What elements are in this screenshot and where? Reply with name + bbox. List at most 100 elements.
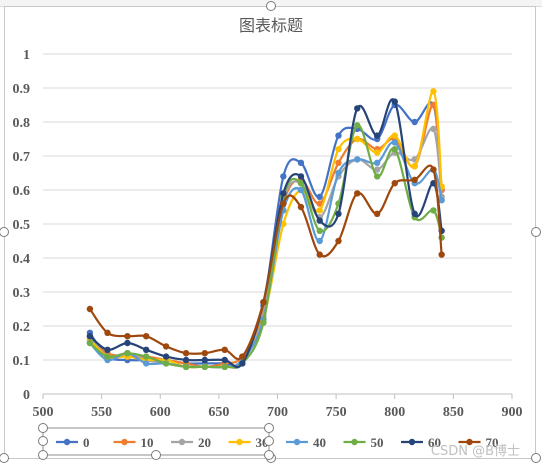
series-30 <box>86 88 445 370</box>
data-point <box>142 346 150 353</box>
data-point <box>260 319 267 326</box>
legend-marker <box>351 438 358 446</box>
chart-frame[interactable] <box>4 6 536 459</box>
legend-label: 70 <box>486 435 499 450</box>
legend-resize-handle[interactable] <box>264 450 274 460</box>
legend-label: 50 <box>371 435 384 450</box>
data-point <box>280 200 287 207</box>
x-tick-label: 500 <box>33 405 54 420</box>
legend[interactable]: 0 10 20 30 40 50 60 70 <box>42 427 499 456</box>
legend-item-60[interactable]: 60 <box>401 435 441 450</box>
data-point <box>430 88 437 95</box>
data-point <box>354 156 361 163</box>
data-point <box>201 356 209 364</box>
x-axis-ticks: 500 550 600 650 700 750 800 850 900 <box>33 405 523 420</box>
chart-resize-handle[interactable] <box>0 453 9 463</box>
legend-label: 40 <box>313 435 326 450</box>
data-point <box>430 101 437 109</box>
data-point <box>104 353 111 360</box>
legend-item-30[interactable]: 30 <box>228 435 269 450</box>
y-tick-label: 0.2 <box>13 320 31 335</box>
chart-resize-handle[interactable] <box>531 227 541 237</box>
chart-resize-handle[interactable] <box>266 1 276 11</box>
series-70 <box>86 164 445 361</box>
legend-item-20[interactable]: 20 <box>171 435 211 450</box>
series-line <box>88 164 443 361</box>
data-point <box>316 227 323 234</box>
legend-label: 0 <box>83 435 90 450</box>
data-point <box>391 98 398 105</box>
data-point <box>142 333 150 340</box>
y-tick-label: 0.4 <box>13 252 31 267</box>
legend-item-10[interactable]: 10 <box>113 435 154 450</box>
data-point <box>124 350 131 357</box>
data-point <box>391 146 398 153</box>
data-point <box>335 237 342 245</box>
legend-label: 60 <box>428 435 441 450</box>
legend-marker <box>63 438 71 446</box>
data-point <box>411 118 418 126</box>
data-point <box>297 180 305 187</box>
data-point <box>411 210 418 217</box>
data-point <box>86 305 94 313</box>
data-point <box>335 210 342 217</box>
data-point <box>430 125 437 132</box>
legend-resize-handle[interactable] <box>38 436 48 446</box>
y-tick-label: 0.7 <box>13 150 31 165</box>
data-point <box>391 180 398 187</box>
data-point <box>201 363 209 370</box>
data-point <box>124 333 131 340</box>
data-point <box>335 169 342 177</box>
legend-resize-handle[interactable] <box>264 423 274 433</box>
legend-item-40[interactable]: 40 <box>286 435 326 450</box>
x-tick-label: 850 <box>443 405 464 420</box>
data-point <box>182 350 190 357</box>
legend-resize-handle[interactable] <box>38 450 48 460</box>
data-point <box>354 190 361 197</box>
x-tick-label: 800 <box>384 405 405 420</box>
legend-resize-handle[interactable] <box>38 423 48 433</box>
data-point <box>411 176 418 183</box>
data-point <box>354 122 361 129</box>
data-point <box>391 132 398 139</box>
y-tick-label: 0.1 <box>13 354 31 369</box>
data-point <box>438 197 445 204</box>
data-point <box>354 105 361 112</box>
legend-item-70[interactable]: 70 <box>458 435 499 450</box>
data-point <box>221 363 228 370</box>
x-tick-label: 750 <box>326 405 347 420</box>
data-point <box>239 353 246 360</box>
data-point <box>86 333 94 340</box>
data-point <box>221 346 228 353</box>
data-point <box>391 139 398 146</box>
data-point <box>411 163 418 170</box>
chart-resize-handle[interactable] <box>531 453 541 463</box>
y-axis-ticks: 0 0.1 0.2 0.3 0.4 0.5 0.6 0.7 0.8 0.9 1 <box>13 48 31 403</box>
chart-resize-handle[interactable] <box>0 227 9 237</box>
legend-item-0[interactable]: 0 <box>56 435 90 450</box>
data-point <box>104 346 111 353</box>
data-point <box>182 356 190 364</box>
data-point <box>430 207 437 214</box>
legend-resize-handle[interactable] <box>264 436 274 446</box>
legend-resize-handle[interactable] <box>151 450 161 460</box>
legend-marker <box>466 438 473 446</box>
data-point <box>124 339 131 347</box>
legend-marker <box>408 438 416 446</box>
data-point <box>280 173 287 180</box>
x-tick-label: 650 <box>208 405 229 420</box>
data-point <box>316 251 323 258</box>
data-point <box>162 353 170 360</box>
data-point <box>373 149 381 156</box>
data-point <box>182 363 190 370</box>
data-point <box>280 220 287 228</box>
legend-marker <box>293 438 301 446</box>
legend-marker <box>178 438 186 446</box>
data-point <box>162 360 170 367</box>
data-point <box>280 190 287 197</box>
y-tick-label: 1 <box>23 48 30 63</box>
axes <box>42 393 513 399</box>
legend-item-50[interactable]: 50 <box>343 435 384 450</box>
